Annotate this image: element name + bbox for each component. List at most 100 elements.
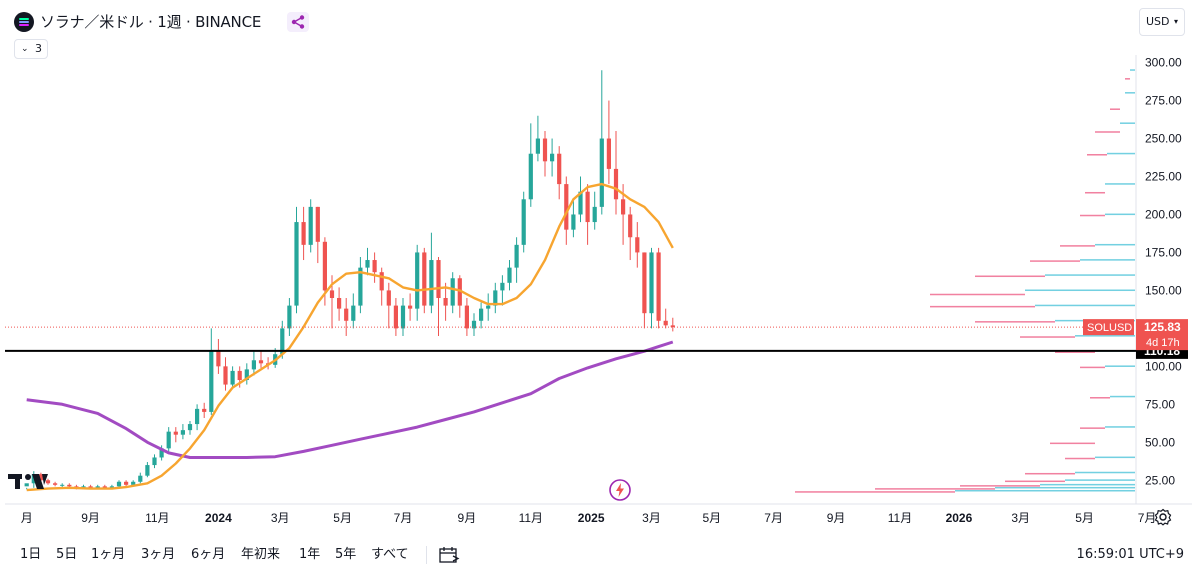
flash-icon[interactable] (608, 478, 632, 502)
x-tick-label: 3月 (642, 511, 661, 525)
price-chart[interactable]: 25.0050.0075.00100.00125.00150.00175.002… (0, 0, 1200, 540)
candle-up (429, 232, 434, 314)
candle-down (379, 267, 384, 306)
candle-up (152, 454, 157, 469)
candle-up (358, 256, 363, 314)
candle-body (408, 305, 413, 309)
candle-body (237, 370, 242, 381)
volume-profile-bar-up (1130, 69, 1135, 71)
range-5d-button[interactable]: 5日 (56, 547, 78, 562)
range-1y-button[interactable]: 1年 (299, 547, 321, 562)
candle-up (514, 237, 519, 283)
range-6m-button[interactable]: 6ヶ月 (191, 547, 226, 562)
candle-body (131, 481, 136, 485)
candle-body (493, 290, 498, 306)
x-tick-label: 3月 (271, 511, 290, 525)
volume-profile-bar-up (1075, 471, 1135, 474)
volume-profile-bar-up (1075, 335, 1135, 337)
y-tick-label: 100.00 (1145, 359, 1182, 373)
volume-profile-bar-down (1060, 245, 1095, 247)
x-tick-label: 2025 (578, 511, 605, 525)
candle-up (138, 472, 143, 484)
volume-profile-bar-up (1095, 243, 1135, 246)
candle-up (507, 260, 512, 291)
candle-body (528, 153, 533, 200)
gear-icon[interactable] (1154, 508, 1172, 526)
candle-up (365, 247, 370, 276)
candle-up (180, 424, 185, 440)
candle-down (45, 478, 51, 485)
range-5y-button[interactable]: 5年 (335, 547, 357, 562)
volume-profile-bar-down (975, 321, 1055, 323)
candle-body (670, 325, 675, 328)
x-tick-label: 月 (21, 511, 33, 525)
plot-area (5, 55, 1136, 503)
volume-profile-bar-down (1087, 154, 1107, 156)
candle-up (571, 199, 576, 238)
candle-body (592, 206, 597, 223)
range-3m-button[interactable]: 3ヶ月 (141, 547, 176, 562)
range-all-button[interactable]: すべて (371, 547, 409, 562)
volume-profile-bar-up (1105, 426, 1135, 428)
candle-up (351, 293, 356, 329)
candle-up (280, 320, 285, 359)
candle-body (649, 252, 654, 314)
indicators-toggle-button[interactable]: ⌄ 3 (14, 39, 48, 59)
candle-down (585, 184, 590, 245)
candle-down (386, 282, 391, 329)
volume-profile-bar-down (1025, 472, 1075, 475)
candle-up (116, 480, 122, 488)
symbol-title[interactable]: ソラナ／米ドル · 1週 · BINANCE (40, 13, 262, 31)
candle-up (550, 138, 555, 177)
candle-body (486, 305, 491, 309)
candle-up (308, 199, 313, 253)
candle-down (337, 287, 342, 321)
candle-down (656, 247, 661, 329)
volume-profile-bar-down (1055, 351, 1095, 353)
currency-label: USD (1146, 15, 1170, 28)
candle-body (613, 168, 619, 200)
candle-down (372, 252, 377, 283)
volume-profile-bar-up (1035, 304, 1135, 307)
candle-up (521, 191, 526, 253)
volume-profile-bar-up (1110, 395, 1135, 398)
symbol-label-bg (1083, 319, 1134, 336)
candle-body (308, 206, 313, 245)
candle-up (166, 427, 171, 452)
volume-profile-bar-down (1095, 131, 1120, 133)
volume-profile-bar-down (1125, 78, 1130, 80)
candle-up (528, 123, 533, 207)
candle-body (471, 320, 477, 329)
x-tick-label: 3月 (1011, 511, 1030, 525)
x-tick-label: 9月 (827, 511, 846, 525)
ma-short-line (26, 182, 674, 492)
volume-profile-bar-down (1110, 108, 1120, 110)
range-1d-button[interactable]: 1日 (20, 547, 42, 562)
current-price-label: 125.83 (1144, 320, 1181, 334)
range-1m-button[interactable]: 1ヶ月 (91, 547, 126, 562)
candle-down (408, 293, 413, 321)
candle-body (81, 486, 86, 488)
date-range-icon[interactable] (438, 546, 460, 564)
volume-profile-bar-up (1107, 152, 1135, 155)
candle-body (628, 214, 633, 238)
candle-body (436, 260, 441, 299)
candle-body (116, 481, 122, 487)
candle-body (38, 474, 43, 481)
volume-profile-bar-down (1005, 480, 1065, 483)
x-tick-label: 5月 (1075, 511, 1094, 525)
candle-body (53, 483, 58, 485)
y-tick-label: 250.00 (1145, 132, 1182, 146)
range-ytd-button[interactable]: 年初来 (241, 547, 281, 562)
share-icon[interactable] (287, 12, 309, 32)
candle-up (578, 176, 583, 223)
volume-profile-bar-down (975, 275, 1045, 278)
candle-up (251, 351, 256, 376)
tradingview-logo-icon[interactable] (6, 470, 50, 492)
y-tick-label: 75.00 (1145, 397, 1175, 411)
candle-body (599, 138, 604, 207)
currency-select[interactable]: USD ▾ (1139, 8, 1185, 36)
candle-body (344, 308, 349, 321)
candle-up (535, 115, 540, 162)
candle-up (145, 462, 150, 478)
